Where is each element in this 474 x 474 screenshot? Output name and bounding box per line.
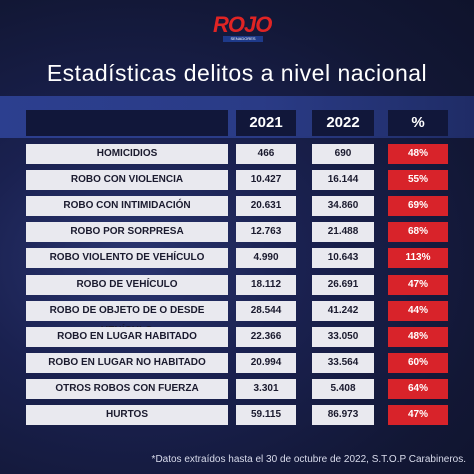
header-percent: % bbox=[388, 110, 448, 136]
crime-cell: ROBO CON INTIMIDACIÓN bbox=[26, 196, 228, 217]
value-2022-cell: 5.408 bbox=[312, 378, 374, 399]
value-2022-cell: 34.860 bbox=[312, 196, 374, 217]
crime-cell: ROBO EN LUGAR HABITADO bbox=[26, 326, 228, 347]
crime-cell: OTROS ROBOS CON FUERZA bbox=[26, 378, 228, 399]
value-2022-cell: 26.691 bbox=[312, 274, 374, 295]
percent-cell: 47% bbox=[388, 274, 448, 295]
percent-cell: 69% bbox=[388, 196, 448, 217]
percent-cell: 48% bbox=[388, 326, 448, 347]
table-row: HURTOS 59.115 86.973 47% bbox=[0, 405, 474, 425]
value-2021-cell: 3.301 bbox=[236, 378, 296, 399]
footnote: *Datos extraídos hasta el 30 de octubre … bbox=[151, 454, 466, 465]
value-2021-cell: 20.994 bbox=[236, 352, 296, 373]
crime-cell: ROBO CON VIOLENCIA bbox=[26, 170, 228, 191]
percent-cell: 55% bbox=[388, 170, 448, 191]
value-2022-cell: 10.643 bbox=[312, 248, 374, 269]
percent-cell: 47% bbox=[388, 405, 448, 425]
crime-cell: ROBO DE VEHÍCULO bbox=[26, 274, 228, 295]
header-2022: 2022 bbox=[312, 110, 374, 136]
brand-name: ROJO bbox=[213, 12, 272, 37]
table-row: ROBO CON INTIMIDACIÓN 20.631 34.860 69% bbox=[0, 196, 474, 217]
table-row: ROBO EN LUGAR NO HABITADO 20.994 33.564 60% bbox=[0, 352, 474, 373]
crime-cell: HURTOS bbox=[26, 405, 228, 425]
table-row: ROBO DE VEHÍCULO 18.112 26.691 47% bbox=[0, 274, 474, 295]
percent-cell: 64% bbox=[388, 378, 448, 399]
percent-cell: 68% bbox=[388, 222, 448, 243]
value-2021-cell: 28.544 bbox=[236, 300, 296, 321]
page-title: Estadísticas delitos a nivel nacional bbox=[46, 60, 428, 86]
crime-cell: HOMICIDIOS bbox=[26, 144, 228, 164]
table-row: ROBO EN LUGAR HABITADO 22.366 33.050 48% bbox=[0, 326, 474, 347]
value-2021-cell: 466 bbox=[236, 144, 296, 164]
crime-cell: ROBO VIOLENTO DE VEHÍCULO bbox=[26, 248, 228, 269]
value-2022-cell: 16.144 bbox=[312, 170, 374, 191]
table-row: ROBO VIOLENTO DE VEHÍCULO 4.990 10.643 113% bbox=[0, 248, 474, 269]
value-2022-cell: 33.564 bbox=[312, 352, 374, 373]
value-2022-cell: 33.050 bbox=[312, 326, 374, 347]
value-2021-cell: 22.366 bbox=[236, 326, 296, 347]
percent-cell: 44% bbox=[388, 300, 448, 321]
value-2022-cell: 690 bbox=[312, 144, 374, 164]
value-2021-cell: 10.427 bbox=[236, 170, 296, 191]
value-2021-cell: 18.112 bbox=[236, 274, 296, 295]
table-row: OTROS ROBOS CON FUERZA 3.301 5.408 64% bbox=[0, 378, 474, 399]
percent-cell: 48% bbox=[388, 144, 448, 164]
value-2021-cell: 20.631 bbox=[236, 196, 296, 217]
header-crime-cell bbox=[26, 110, 228, 136]
percent-cell: 60% bbox=[388, 352, 448, 373]
brand-logo: ROJO SENADORES bbox=[205, 12, 272, 46]
value-2022-cell: 86.973 bbox=[312, 405, 374, 425]
table-row: ROBO POR SORPRESA 12.763 21.488 68% bbox=[0, 222, 474, 243]
value-2021-cell: 4.990 bbox=[236, 248, 296, 269]
table-row: ROBO DE OBJETO DE O DESDE VEHÍCULO 28.544… bbox=[0, 300, 474, 336]
value-2022-cell: 21.488 bbox=[312, 222, 374, 243]
header-2021: 2021 bbox=[236, 110, 296, 136]
table-row: HOMICIDIOS 466 690 48% bbox=[0, 144, 474, 164]
crime-cell: ROBO POR SORPRESA bbox=[26, 222, 228, 243]
crime-cell: ROBO EN LUGAR NO HABITADO bbox=[26, 352, 228, 373]
table-row: ROBO CON VIOLENCIA 10.427 16.144 55% bbox=[0, 170, 474, 191]
value-2021-cell: 59.115 bbox=[236, 405, 296, 425]
value-2021-cell: 12.763 bbox=[236, 222, 296, 243]
percent-cell: 113% bbox=[388, 248, 448, 269]
brand-tagline: SENADORES bbox=[223, 36, 263, 42]
value-2022-cell: 41.242 bbox=[312, 300, 374, 321]
crime-cell: ROBO DE OBJETO DE O DESDE VEHÍCULO bbox=[26, 300, 228, 336]
